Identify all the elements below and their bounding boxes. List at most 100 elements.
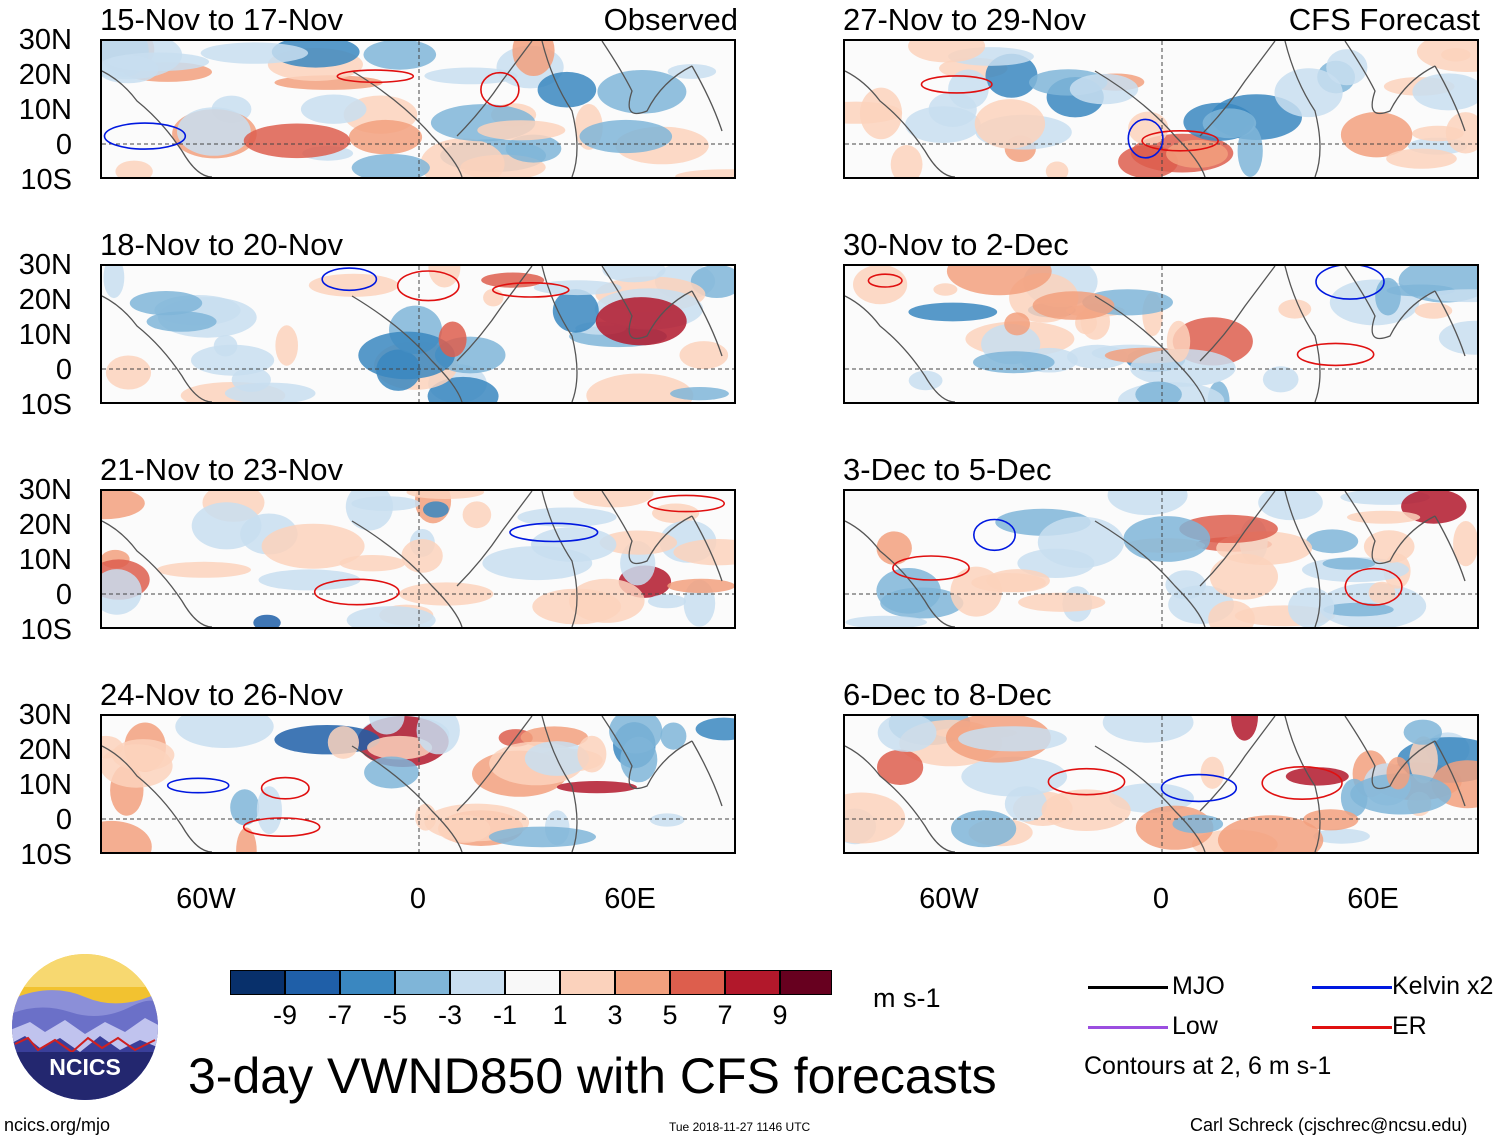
- anomaly-blob: [1313, 828, 1370, 844]
- ncics-logo-icon: NCICS: [12, 954, 158, 1100]
- anomaly-blob: [946, 266, 1052, 296]
- colorbar-label: -5: [382, 1000, 407, 1030]
- anomaly-blob: [102, 569, 142, 615]
- map-panel: [843, 39, 1479, 179]
- anomaly-blob: [1045, 161, 1069, 177]
- colorbar-label: -7: [327, 1000, 352, 1030]
- figure-title: 3-day VWND850 with CFS forecasts: [188, 1048, 997, 1104]
- coastline: [1284, 41, 1321, 177]
- coastline: [845, 745, 956, 852]
- anomaly-blob: [974, 99, 1046, 149]
- coastline: [1199, 491, 1276, 587]
- anomaly-blob: [1172, 814, 1224, 834]
- anomaly-blob: [1347, 510, 1421, 524]
- lon-label: 60W: [919, 883, 979, 915]
- panel-title: 15-Nov to 17-Nov: [100, 2, 343, 37]
- anomaly-blob: [660, 722, 687, 750]
- anomaly-blob: [1004, 312, 1030, 336]
- anomaly-blob: [256, 786, 282, 835]
- wave-contour: [1160, 773, 1238, 803]
- anomaly-blob: [428, 266, 461, 288]
- anomaly-blob: [1209, 553, 1278, 600]
- anomaly-blob: [1202, 108, 1257, 139]
- map-panel: [843, 714, 1479, 854]
- anomaly-blob: [531, 527, 617, 562]
- anomaly-blob: [667, 64, 717, 79]
- anomaly-blob: [1107, 491, 1188, 516]
- anomaly-blob: [1412, 73, 1477, 111]
- anomaly-blob: [1123, 516, 1211, 562]
- anomaly-blob: [346, 606, 436, 627]
- coastline: [601, 41, 693, 115]
- coastline: [1434, 65, 1466, 132]
- anomaly-blob: [363, 41, 437, 70]
- anomaly-blob: [673, 539, 734, 566]
- coastline: [691, 740, 723, 807]
- legend-label-er: ER: [1392, 1012, 1427, 1040]
- wave-contour: [1296, 342, 1375, 367]
- map-field: [102, 266, 734, 402]
- coastline: [845, 520, 956, 627]
- anomaly-blob: [369, 716, 405, 735]
- anomaly-blob: [345, 491, 393, 531]
- coastline: [845, 70, 956, 177]
- coastline: [541, 716, 578, 852]
- lon-label: 0: [1152, 883, 1170, 915]
- anomaly-blob: [488, 826, 596, 848]
- anomaly-blob: [620, 736, 658, 783]
- anomaly-blob: [401, 539, 443, 573]
- anomaly-blob: [652, 503, 700, 524]
- wave-contour: [892, 555, 970, 581]
- wave-contour: [313, 578, 400, 606]
- colorbar-box: [560, 970, 615, 995]
- anomaly-blob: [890, 145, 923, 177]
- anomaly-blob: [1416, 41, 1477, 72]
- colorbar-label: 9: [772, 1000, 788, 1030]
- wave-contour: [1141, 130, 1219, 152]
- anomaly-blob: [569, 578, 645, 623]
- anomaly-blob: [1368, 581, 1396, 604]
- coastline: [1434, 515, 1466, 582]
- map-panel: [100, 264, 736, 404]
- map-field: [102, 41, 734, 177]
- anomaly-blob: [115, 160, 153, 177]
- lon-label: 60E: [604, 883, 656, 915]
- anomaly-blob: [275, 325, 298, 366]
- anomaly-blob: [1386, 148, 1457, 169]
- anomaly-blob: [261, 523, 365, 569]
- lat-label: 10S: [20, 614, 72, 646]
- wave-contour: [491, 281, 570, 298]
- colorbar-box: [725, 970, 780, 995]
- anomaly-blob: [1445, 112, 1477, 154]
- anomaly-blob: [1041, 789, 1131, 831]
- anomaly-blob: [877, 749, 924, 785]
- anomaly-blob: [695, 717, 734, 741]
- anomaly-blob: [577, 735, 607, 773]
- map-panel: [100, 489, 736, 629]
- coastline: [541, 491, 578, 627]
- lon-label: 60E: [1347, 883, 1399, 915]
- legend-line-low: [1088, 1026, 1168, 1029]
- anomaly-blob: [602, 266, 666, 283]
- anomaly-blob: [905, 106, 981, 143]
- colorbar-label: -9: [272, 1000, 297, 1030]
- legend-label-low: Low: [1172, 1012, 1218, 1040]
- anomaly-blob: [129, 291, 203, 316]
- anomaly-blob: [1128, 111, 1169, 145]
- colorbar-box: [780, 970, 832, 995]
- coastline: [845, 295, 956, 402]
- anomaly-blob: [1109, 783, 1194, 813]
- anomaly-blob: [1350, 773, 1452, 815]
- footer-url[interactable]: ncics.org/mjo: [4, 1115, 111, 1135]
- anomaly-blob: [200, 42, 309, 64]
- anomaly-blob: [1069, 73, 1139, 105]
- anomaly-blob: [675, 169, 734, 177]
- anomaly-blob: [481, 272, 545, 288]
- map-panel: [843, 489, 1479, 629]
- panel-tag: CFS Forecast: [1288, 2, 1480, 37]
- wave-contour: [920, 75, 993, 94]
- coastline: [456, 491, 533, 587]
- anomaly-blob: [1237, 124, 1263, 177]
- wave-contour: [973, 518, 1017, 552]
- anomaly-blob: [406, 491, 485, 499]
